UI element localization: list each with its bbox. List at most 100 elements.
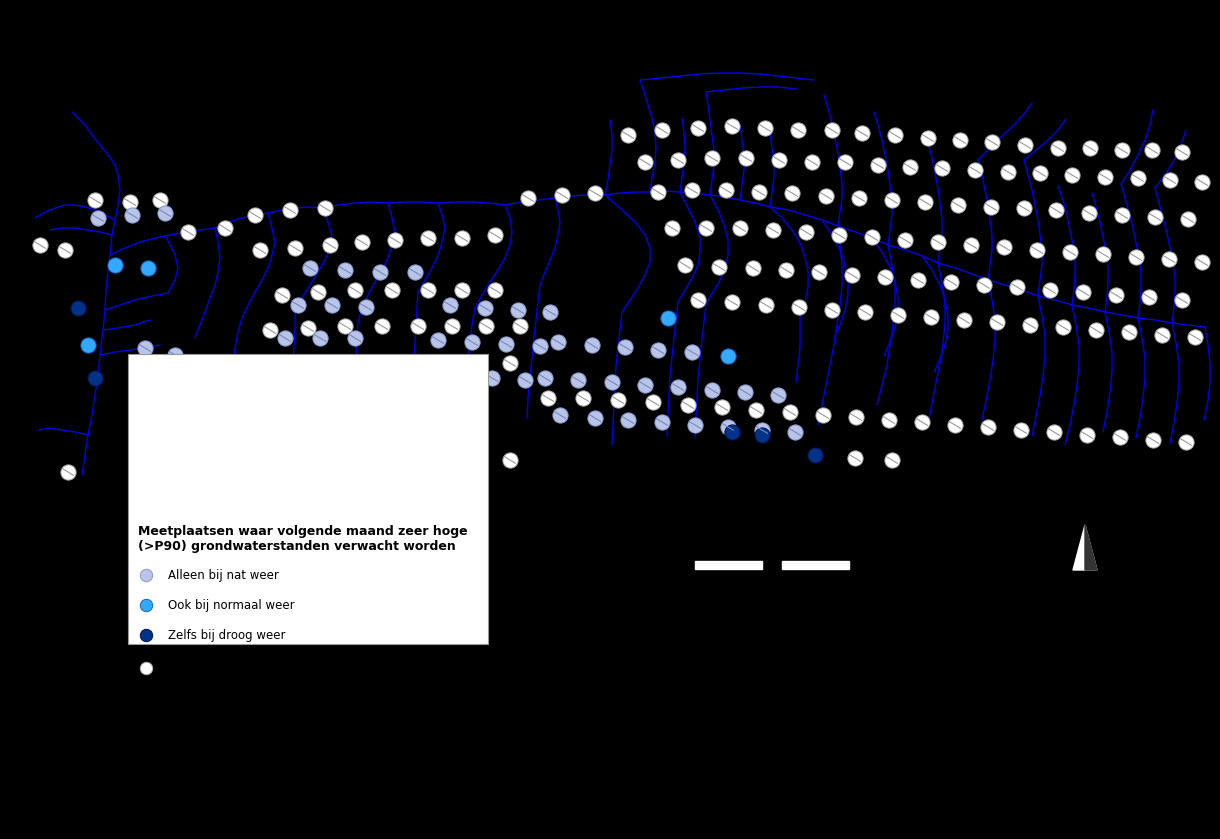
FancyBboxPatch shape xyxy=(128,354,488,644)
Point xyxy=(1128,171,1148,185)
Point xyxy=(586,186,605,200)
Point xyxy=(509,303,528,316)
Point xyxy=(1011,424,1031,437)
Point xyxy=(122,208,142,221)
Point xyxy=(1179,212,1198,226)
Point xyxy=(288,299,307,312)
Point xyxy=(155,206,174,220)
Point xyxy=(847,410,866,424)
Point xyxy=(880,414,899,427)
Point xyxy=(688,294,708,307)
Point xyxy=(345,284,365,297)
Point xyxy=(703,151,722,164)
Point xyxy=(716,183,736,196)
Point xyxy=(653,123,672,137)
Point xyxy=(462,336,482,349)
Point xyxy=(946,419,965,432)
Point xyxy=(569,373,588,387)
Point xyxy=(382,284,401,297)
Point xyxy=(145,381,165,394)
Bar xyxy=(782,561,849,569)
Point xyxy=(1192,255,1211,268)
Point xyxy=(540,305,560,319)
Point xyxy=(78,338,98,352)
Point xyxy=(320,238,339,252)
Point xyxy=(855,305,875,319)
Point xyxy=(356,300,376,314)
Point xyxy=(712,400,732,414)
Point xyxy=(165,348,184,362)
Point xyxy=(1126,250,1146,263)
Point xyxy=(731,221,750,235)
Text: (>P90) grondwaterstanden verwacht worden: (>P90) grondwaterstanden verwacht worden xyxy=(138,540,456,553)
Point xyxy=(322,299,342,312)
Point xyxy=(603,375,622,388)
Point xyxy=(150,193,170,206)
Point xyxy=(900,160,920,174)
Point xyxy=(428,333,448,347)
Point xyxy=(418,284,438,297)
Point xyxy=(1107,289,1126,302)
Point xyxy=(719,420,738,434)
Point xyxy=(322,357,342,370)
Point xyxy=(272,289,292,302)
Bar xyxy=(695,561,762,569)
Point xyxy=(764,223,783,237)
Point xyxy=(1008,280,1027,294)
Point xyxy=(550,409,570,422)
Point xyxy=(1044,425,1064,439)
Point xyxy=(1192,175,1211,189)
Point xyxy=(336,263,355,277)
Point xyxy=(869,159,888,172)
Point xyxy=(137,628,156,642)
Point xyxy=(1139,290,1159,304)
Point xyxy=(536,372,555,385)
Point xyxy=(961,238,981,252)
Point xyxy=(682,346,701,359)
Point xyxy=(809,265,828,279)
Point xyxy=(965,164,985,177)
Point xyxy=(788,123,808,137)
Polygon shape xyxy=(1074,525,1097,570)
Point xyxy=(982,135,1002,149)
Point xyxy=(1014,201,1033,215)
Point xyxy=(998,165,1017,179)
Point xyxy=(465,357,484,370)
Point xyxy=(803,155,822,169)
Point xyxy=(370,265,389,279)
Point xyxy=(1027,243,1047,257)
Point xyxy=(453,232,472,245)
Point xyxy=(353,235,372,248)
Point xyxy=(913,415,932,429)
Point xyxy=(981,201,1000,214)
Point xyxy=(753,428,772,441)
Point xyxy=(908,274,927,287)
Point xyxy=(769,388,788,402)
Point xyxy=(853,127,872,140)
Point xyxy=(1113,208,1132,221)
Point xyxy=(722,295,742,309)
Point xyxy=(942,275,961,289)
Point xyxy=(1086,323,1105,336)
Point xyxy=(675,258,694,272)
Point xyxy=(405,265,425,279)
Point xyxy=(1152,328,1171,341)
Point xyxy=(948,198,967,211)
Point xyxy=(1186,331,1205,344)
Point xyxy=(669,154,688,167)
Point xyxy=(932,161,952,175)
Point xyxy=(515,373,534,387)
Point xyxy=(1074,285,1093,299)
Point xyxy=(975,279,994,292)
Point xyxy=(636,378,655,392)
Point xyxy=(448,370,467,383)
Point xyxy=(30,238,50,252)
Point xyxy=(822,123,842,137)
Point xyxy=(372,320,392,333)
Point xyxy=(1146,211,1165,224)
Point xyxy=(248,358,267,372)
Point xyxy=(276,331,295,345)
Point xyxy=(235,358,255,372)
Point xyxy=(954,313,974,326)
Text: Geen zeer hoge grond-: Geen zeer hoge grond- xyxy=(168,661,304,675)
